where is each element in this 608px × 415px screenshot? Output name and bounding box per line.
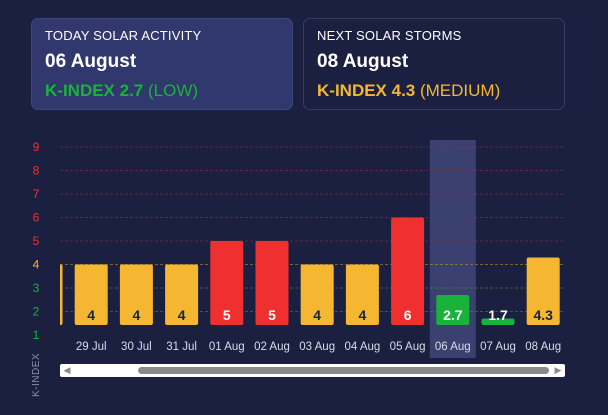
bar[interactable] [345,264,379,326]
next-card-date: 08 August [317,51,409,72]
x-tick-label: 07 Aug [480,341,516,353]
next-card-label: NEXT SOLAR STORMS [317,28,462,43]
bar[interactable] [255,241,289,325]
bar[interactable] [391,217,425,326]
scroll-right-arrow-icon[interactable]: ▶ [554,365,562,375]
bar-value-label: 1.7 [488,307,508,323]
bar-value-label: 4.3 [533,307,553,323]
x-tick-label: 08 Aug [525,341,561,353]
next-k-index: K-INDEX 4.3 (MEDIUM) [317,81,551,101]
today-k-value: K-INDEX 2.7 [45,81,144,100]
x-tick-label: 29 Jul [76,341,107,353]
x-tick-label: 02 Aug [254,341,290,353]
y-tick-label: 8 [33,164,40,178]
scroll-left-arrow-icon[interactable]: ◀ [63,365,71,375]
today-activity-card: TODAY SOLAR ACTIVITY 06 August K-INDEX 2… [31,18,293,110]
today-card-date: 06 August [45,51,137,72]
bar[interactable] [30,264,63,326]
x-tick-label: 04 Aug [344,341,380,353]
today-card-label: TODAY SOLAR ACTIVITY [45,28,202,43]
today-k-index: K-INDEX 2.7 (LOW) [45,81,279,101]
x-tick-label: 05 Aug [390,341,426,353]
bar-value-label: 4 [359,307,367,323]
bar[interactable] [210,241,244,325]
bar-value-label: 4 [178,307,186,323]
bar-value-label: 5 [268,307,276,323]
x-tick-label: 01 Aug [209,341,245,353]
bar[interactable] [481,318,515,325]
x-tick-label: 06 Aug [435,341,471,353]
bar-value-label: 5 [223,307,231,323]
y-tick-label: 9 [33,140,40,154]
bar[interactable] [119,264,153,326]
next-k-value: K-INDEX 4.3 [317,81,416,100]
x-tick-label: 30 Jul [121,341,152,353]
bar[interactable] [436,295,470,325]
bar[interactable] [526,257,560,325]
next-k-level: (MEDIUM) [419,81,501,100]
chart-scrollbar-thumb[interactable] [138,367,549,374]
bar-value-label: 2.7 [443,307,463,323]
highlight-column [429,140,476,358]
y-tick-label: 7 [33,187,40,201]
x-tick-label: 31 Jul [166,341,197,353]
y-tick-label: 5 [33,234,40,248]
bar-value-label: 4 [313,307,321,323]
y-tick-label: 2 [33,305,40,319]
bar-value-label: 4 [87,307,95,323]
bar[interactable] [300,264,334,326]
y-tick-label: 3 [33,281,40,295]
x-tick-label: 03 Aug [299,341,335,353]
bar-value-label: 6 [404,307,412,323]
y-tick-label: 1 [33,328,40,342]
y-tick-label: 4 [33,258,40,272]
bar-value-label: 4 [133,307,141,323]
y-tick-label: 6 [33,211,40,225]
today-k-level: (LOW) [147,81,199,100]
bar[interactable] [74,264,108,326]
bar[interactable] [165,264,199,326]
next-storm-card: NEXT SOLAR STORMS 08 August K-INDEX 4.3 … [303,18,565,110]
y-axis-label: K-INDEX [31,353,42,397]
x-tick-label: l [45,341,48,353]
